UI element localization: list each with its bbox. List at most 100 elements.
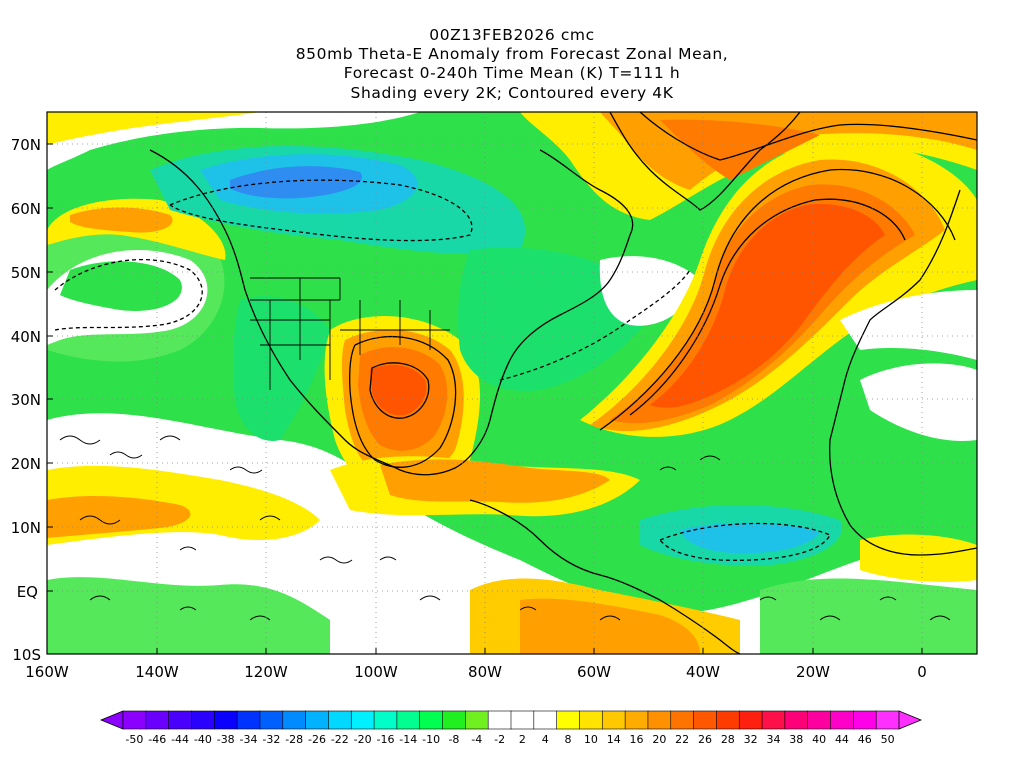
us-warm-red: [370, 364, 427, 416]
colorbar-swatch: [168, 710, 193, 730]
contour-plume-2: [629, 198, 906, 416]
colorbar-swatch: [396, 710, 421, 730]
lon-label: 80W: [468, 663, 502, 681]
colorbar: [99, 710, 923, 730]
colorbar-swatch: [328, 710, 352, 730]
colorbar-label: -38: [217, 733, 235, 746]
lat-label: 10S: [12, 646, 41, 664]
colorbar-label: -32: [262, 733, 280, 746]
colorbar-label: -2: [494, 733, 505, 746]
colorbar-label: 34: [766, 733, 780, 746]
contour-dashed-canada: [169, 179, 473, 242]
colorbar-label: 46: [858, 733, 872, 746]
longitude-labels: 160W 140W 120W 100W 80W 60W 40W 20W 0: [25, 663, 927, 681]
lon-label: 40W: [686, 663, 720, 681]
gulf-alaska-orange: [70, 207, 173, 233]
lon-label: 160W: [25, 663, 69, 681]
tropical-green-south: [47, 577, 330, 654]
colorbar-label: -50: [125, 733, 143, 746]
colorbar-swatch: [579, 710, 603, 730]
colorbar-swatch: [191, 710, 215, 730]
colorbar-label: -40: [194, 733, 212, 746]
atlantic-white-east-coast: [599, 256, 700, 326]
coast-south-america: [469, 499, 741, 654]
title-line-1: 00Z13FEB2026 cmc: [429, 26, 595, 44]
colorbar-swatch: [487, 710, 512, 730]
colorbar-label: -34: [240, 733, 258, 746]
colorbar-swatch: [556, 710, 581, 730]
colorbar-label: -44: [171, 733, 189, 746]
colorbar-label: -14: [399, 733, 417, 746]
colorbar-label: 14: [607, 733, 621, 746]
colorbar-swatch: [647, 710, 672, 730]
map-title-block: 00Z13FEB2026 cmc 850mb Theta-E Anomaly f…: [0, 26, 1024, 103]
colorbar-swatch: [236, 710, 261, 730]
colorbar-label: -4: [471, 733, 482, 746]
tropical-orange-west: [47, 495, 191, 538]
colorbar-swatch: [442, 710, 466, 730]
lon-label: 0: [917, 663, 927, 681]
africa-yellow-south: [860, 534, 977, 582]
colorbar-swatch: [419, 710, 444, 730]
colorbar-swatch: [830, 710, 854, 730]
colorbar-label: 20: [652, 733, 666, 746]
contour-dashed-pacific: [54, 259, 203, 331]
colorbar-label: 38: [789, 733, 803, 746]
colorbar-label: 32: [744, 733, 758, 746]
colorbar-swatch: [784, 710, 809, 730]
lat-label: 10N: [11, 519, 41, 537]
colorbar-swatch: [350, 710, 375, 730]
arctic-yellow: [47, 112, 260, 145]
lat-label: EQ: [17, 583, 38, 601]
colorbar-swatch: [465, 710, 489, 730]
contour-lines: [54, 112, 977, 654]
colorbar-swatch: [373, 710, 398, 730]
latitude-labels: 70N 60N 50N 40N 30N 20N 10N EQ 10S: [11, 136, 41, 664]
lon-label: 60W: [577, 663, 611, 681]
colorbar-low-arrow: [99, 710, 124, 730]
coast-greenland: [609, 112, 801, 211]
lon-label: 120W: [244, 663, 288, 681]
colorbar-label: 26: [698, 733, 712, 746]
east-atlantic-blue: [680, 522, 820, 554]
colorbar-high-arrow: [898, 710, 923, 730]
colorbar-label: -46: [148, 733, 166, 746]
colorbar-label: -26: [308, 733, 326, 746]
lat-label: 60N: [11, 200, 41, 218]
colorbar-swatch: [122, 710, 147, 730]
colorbar-label: 16: [630, 733, 644, 746]
colorbar-label: -28: [285, 733, 303, 746]
lon-label: 20W: [796, 663, 830, 681]
title-line-4: Shading every 2K; Contoured every 4K: [350, 83, 674, 102]
colorbar-swatch: [510, 710, 535, 730]
colorbar-swatch: [305, 710, 330, 730]
shaded-field: [47, 112, 977, 654]
colorbar-label: 4: [542, 733, 549, 746]
lat-label: 70N: [11, 136, 41, 154]
colorbar-swatch: [693, 710, 718, 730]
lon-label: 140W: [135, 663, 179, 681]
colorbar-swatch: [670, 710, 695, 730]
lat-label: 30N: [11, 391, 41, 409]
contour-greenland: [639, 112, 977, 161]
colorbar-swatch: [282, 710, 307, 730]
us-state-lines: [250, 277, 450, 390]
colorbar-label: -10: [422, 733, 440, 746]
graticule: [47, 112, 977, 654]
atlantic-plume-red: [650, 204, 885, 408]
colorbar-swatch: [533, 710, 558, 730]
contour-dashed-atlantic: [499, 269, 691, 381]
lat-label: 40N: [11, 328, 41, 346]
colorbar-swatch: [145, 710, 170, 730]
colorbar-labels: -50 -46 -44 -40 -38 -34 -32 -28 -26 -22 -20 -16 -14-…: [125, 733, 894, 746]
colorbar-label: -20: [354, 733, 372, 746]
contour-us-warm-inner: [369, 362, 430, 419]
title-line-2: 850mb Theta-E Anomaly from Forecast Zona…: [295, 45, 729, 64]
colorbar-label: 10: [584, 733, 598, 746]
colorbar-swatch: [716, 710, 740, 730]
map-frame: [46, 111, 978, 655]
colorbar-label: 40: [812, 733, 826, 746]
south-atlantic-green: [760, 578, 977, 654]
title-line-3: Forecast 0-240h Time Mean (K) T=111 h: [343, 64, 681, 83]
